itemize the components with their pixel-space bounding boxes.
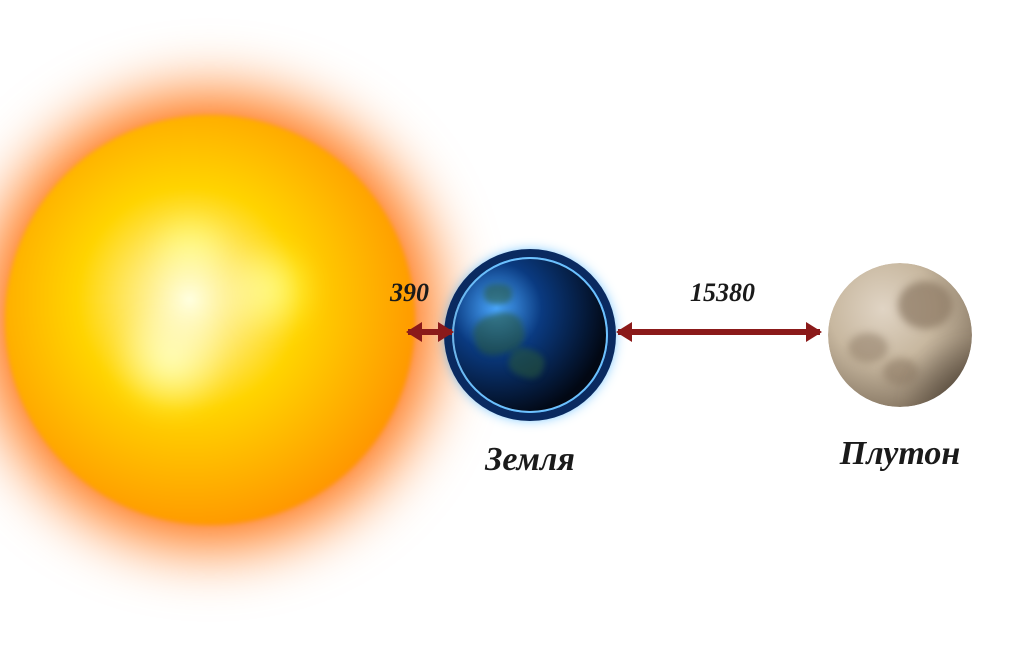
distance-sun-earth-label: 390 — [390, 278, 429, 308]
earth-core — [454, 259, 606, 411]
earth-landmass-3 — [484, 284, 512, 304]
arrow-sun-earth — [408, 329, 452, 335]
earth — [452, 257, 608, 413]
sun-texture-3 — [145, 205, 235, 295]
diagram-stage: 390 15380 Земля Плутон — [0, 0, 1024, 672]
earth-label: Земля — [440, 441, 620, 479]
pluto — [828, 263, 972, 407]
sun-texture-1 — [110, 300, 230, 420]
pluto-label: Плутон — [810, 435, 990, 473]
arrow-earth-pluto — [618, 329, 820, 335]
sun-texture-2 — [220, 240, 320, 340]
pluto-blotch-1 — [898, 281, 953, 329]
distance-earth-pluto-label: 15380 — [690, 278, 755, 308]
pluto-blotch-2 — [848, 333, 888, 363]
